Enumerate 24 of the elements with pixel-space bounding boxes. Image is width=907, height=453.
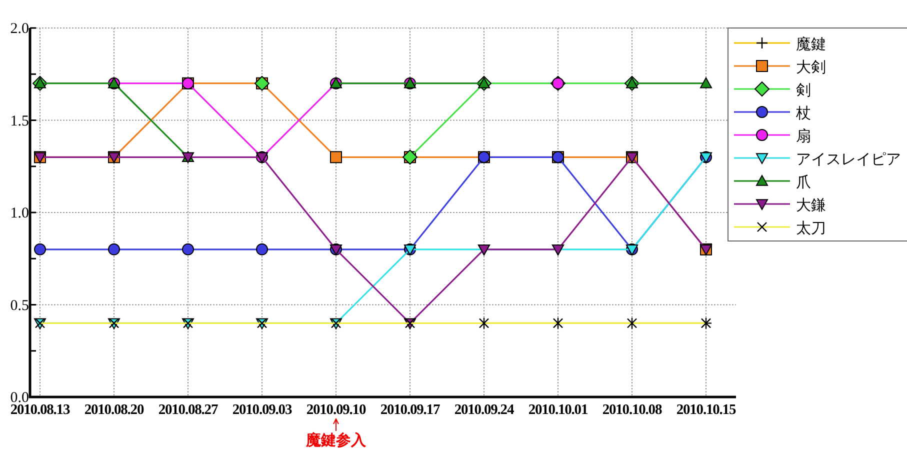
x-tick-label: 2010.10.15 <box>676 402 736 418</box>
x-tick-label: 2010.09.17 <box>380 402 440 418</box>
annotation: 魔鍵参入 <box>305 431 367 449</box>
legend-label: 太刀 <box>796 220 826 237</box>
legend-label: 大剣 <box>796 59 826 76</box>
x-tick-label: 2010.09.03 <box>232 402 292 418</box>
legend-label: アイスレイピア <box>796 152 901 168</box>
x-tick-label: 2010.08.20 <box>84 402 144 418</box>
legend-label: 扇 <box>796 128 811 145</box>
y-tick-label: 1.5 <box>10 113 29 130</box>
legend-label: 杖 <box>795 105 811 122</box>
y-tick-label: 0.5 <box>10 298 29 314</box>
x-tick-label: 2010.09.10 <box>306 402 366 418</box>
x-tick-label: 2010.09.24 <box>454 402 514 418</box>
y-tick-label: 1.0 <box>10 206 29 222</box>
x-tick-label: 2010.08.13 <box>10 402 70 418</box>
x-tick-label: 2010.08.27 <box>158 402 218 418</box>
legend-label: 爪 <box>796 174 811 191</box>
x-tick-label: 2010.10.01 <box>528 402 588 418</box>
y-tick-label: 2.0 <box>10 21 29 37</box>
legend-label: 大鎌 <box>796 197 826 214</box>
x-tick-label: 2010.10.08 <box>602 402 662 418</box>
legend-label: 剣 <box>796 82 811 99</box>
legend-label: 魔鍵 <box>796 36 826 53</box>
